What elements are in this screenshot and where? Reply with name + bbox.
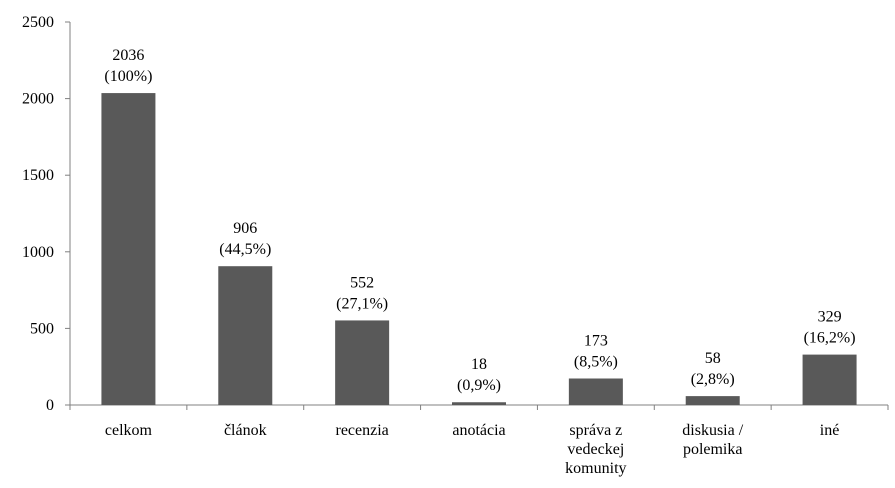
y-tick-label: 1000 <box>22 244 54 261</box>
data-label: (16,2%) <box>804 330 856 347</box>
data-label: 18 <box>471 356 487 373</box>
x-axis <box>69 404 889 410</box>
y-tick-label: 2500 <box>22 14 54 31</box>
x-tick-label: komunity <box>565 460 626 477</box>
y-tick-label: 0 <box>46 397 54 414</box>
x-tick-label: diskusia / <box>682 422 743 439</box>
x-tick-label: správa z <box>569 422 622 439</box>
data-label: (44,5%) <box>219 241 271 258</box>
bar <box>101 93 156 405</box>
data-label: 58 <box>705 350 721 367</box>
y-tick-label: 1500 <box>22 167 54 184</box>
x-tick-label: recenzia <box>336 422 389 439</box>
x-tick-label: vedeckej <box>567 441 624 458</box>
data-label: 2036 <box>112 47 144 64</box>
bar <box>685 396 740 405</box>
data-label: 173 <box>584 332 608 349</box>
data-label: (2,8%) <box>691 371 735 388</box>
bar <box>802 354 857 405</box>
bars <box>101 93 857 405</box>
data-label: (100%) <box>104 68 152 85</box>
data-label: 329 <box>818 309 842 326</box>
x-tick-label: článok <box>224 422 267 439</box>
y-tick-label: 500 <box>30 320 54 337</box>
bar <box>452 402 506 405</box>
x-tick-label: celkom <box>105 422 153 439</box>
y-tick-label: 2000 <box>22 91 54 108</box>
data-label: (27,1%) <box>336 295 388 312</box>
category-labels: celkom článok recenzia anotácia správa z vede… <box>105 422 839 477</box>
data-label: (8,5%) <box>574 353 618 370</box>
x-tick-label: anotácia <box>452 422 505 439</box>
data-label: 906 <box>233 220 257 237</box>
bar <box>335 320 390 405</box>
x-tick-label: iné <box>820 422 840 439</box>
data-label: 552 <box>350 274 374 291</box>
bar <box>568 378 623 405</box>
data-labels: 2036 (100%) 906 (44,5%) 552 (27,1%) 18 (0,9%) 17… <box>104 47 855 394</box>
bar <box>218 266 273 405</box>
data-label: (0,9%) <box>457 377 501 394</box>
y-axis: 0 500 1000 1500 2000 2500 <box>22 14 71 414</box>
x-tick-label: polemika <box>683 441 743 458</box>
